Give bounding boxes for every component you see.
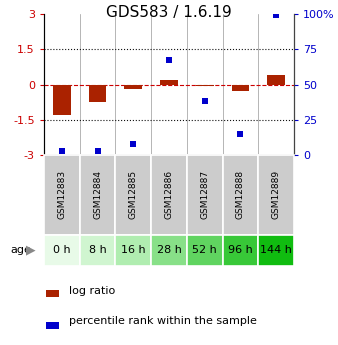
Text: 28 h: 28 h (156, 245, 182, 255)
Bar (267, 75, 285, 85)
Bar (44, 155, 80, 235)
Bar (151, 235, 187, 266)
Text: ▶: ▶ (26, 244, 35, 257)
Point (95, 148, 100, 154)
Bar (124, 85, 142, 89)
Bar (223, 235, 258, 266)
Text: GSM12889: GSM12889 (272, 170, 281, 219)
Point (130, 141, 136, 147)
Text: 16 h: 16 h (121, 245, 146, 255)
Bar (151, 155, 187, 235)
Point (238, 131, 243, 137)
Text: 0 h: 0 h (53, 245, 71, 255)
Text: GSM12885: GSM12885 (129, 170, 138, 219)
Text: GDS583 / 1.6.19: GDS583 / 1.6.19 (106, 5, 232, 20)
Text: GSM12886: GSM12886 (165, 170, 173, 219)
Text: percentile rank within the sample: percentile rank within the sample (69, 316, 257, 326)
Text: 52 h: 52 h (192, 245, 217, 255)
Text: log ratio: log ratio (69, 286, 115, 296)
Bar (187, 235, 223, 266)
Bar (258, 155, 294, 235)
Bar (232, 85, 249, 91)
Text: 8 h: 8 h (89, 245, 106, 255)
Bar (46, 290, 59, 297)
Bar (196, 85, 214, 86)
Point (202, 99, 208, 104)
Bar (160, 80, 178, 85)
Point (273, 12, 279, 18)
Bar (187, 155, 223, 235)
Text: GSM12883: GSM12883 (57, 170, 66, 219)
Text: age: age (10, 245, 31, 255)
Bar (53, 85, 71, 115)
Bar (44, 235, 80, 266)
Text: 144 h: 144 h (260, 245, 292, 255)
Text: GSM12884: GSM12884 (93, 170, 102, 219)
Bar (80, 155, 115, 235)
Bar (115, 155, 151, 235)
Point (166, 58, 172, 63)
Text: 96 h: 96 h (228, 245, 253, 255)
Bar (89, 85, 106, 102)
Bar (258, 235, 294, 266)
Text: GSM12888: GSM12888 (236, 170, 245, 219)
Bar (46, 322, 59, 328)
Text: GSM12887: GSM12887 (200, 170, 209, 219)
Bar (223, 155, 258, 235)
Bar (115, 235, 151, 266)
Point (59, 148, 65, 154)
Bar (80, 235, 115, 266)
